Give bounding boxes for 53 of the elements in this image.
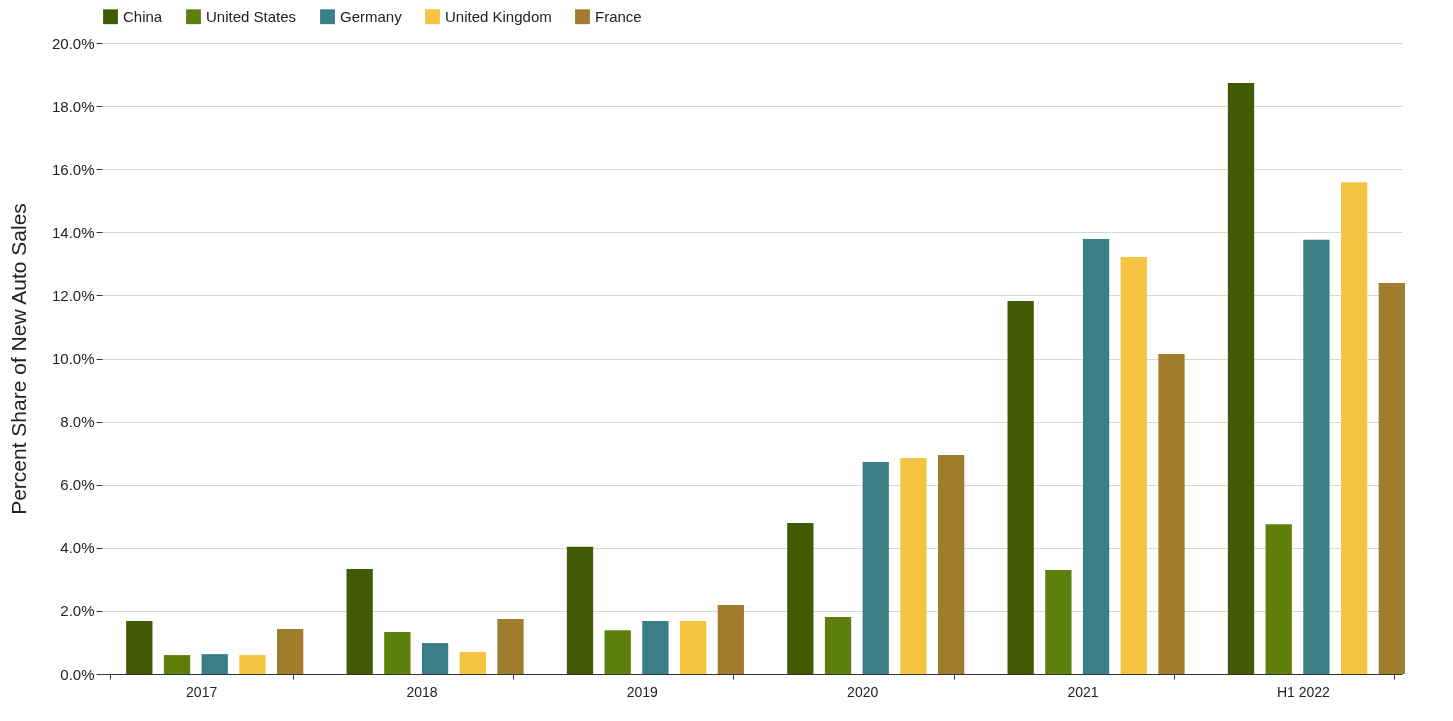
bar (1265, 524, 1292, 674)
y-tick-label: 8.0% (60, 413, 95, 431)
x-tick-label: H1 2022 (1276, 683, 1331, 700)
legend-label: Germany (340, 7, 403, 25)
legend-label: United Kingdom (445, 7, 552, 25)
bar (459, 651, 486, 674)
y-tick-label: 10.0% (51, 350, 95, 367)
bar (1045, 569, 1072, 674)
y-tick-label: 2.0% (60, 602, 95, 620)
y-tick-label: 18.0% (51, 97, 95, 115)
x-tick-label: 2021 (1067, 683, 1099, 700)
bar (787, 522, 814, 674)
y-tick-label: 16.0% (51, 160, 95, 178)
y-tick-label: 12.0% (51, 286, 95, 304)
bar (497, 619, 524, 674)
bar (642, 621, 669, 674)
bar (384, 632, 411, 674)
bar (1340, 182, 1368, 674)
bar (679, 621, 707, 674)
bar (201, 654, 228, 674)
x-tick-label: 2020 (847, 683, 879, 700)
y-axis-title: Percent Share of New Auto Sales (6, 203, 30, 515)
bar (1303, 239, 1330, 674)
bar (566, 546, 594, 674)
y-tick-label: 20.0% (51, 34, 95, 52)
bar (717, 604, 744, 674)
bar (900, 457, 927, 674)
y-tick-label: 4.0% (60, 539, 95, 557)
bar (346, 568, 373, 674)
bar (862, 461, 889, 674)
legend-label: United States (206, 7, 297, 25)
y-tick-label: 0.0% (60, 665, 95, 683)
legend-label: France (595, 7, 642, 25)
bar (1158, 354, 1185, 674)
x-tick-label: 2018 (406, 683, 438, 700)
bar (239, 655, 266, 674)
bar (938, 455, 965, 674)
y-tick-label: 14.0% (51, 223, 95, 241)
bar (163, 655, 191, 674)
bar (1227, 83, 1255, 674)
bar (126, 621, 153, 674)
bar (604, 630, 631, 674)
bar (1082, 238, 1110, 674)
x-tick-label: 2019 (626, 683, 659, 700)
legend-label: China (123, 7, 163, 25)
x-tick-label: 2017 (186, 683, 218, 700)
y-tick-label: 6.0% (60, 476, 95, 494)
bar (1120, 256, 1147, 674)
bar (277, 628, 304, 674)
bar (824, 616, 852, 674)
bar (1007, 301, 1034, 674)
bar (1378, 283, 1405, 674)
bar (421, 643, 449, 674)
